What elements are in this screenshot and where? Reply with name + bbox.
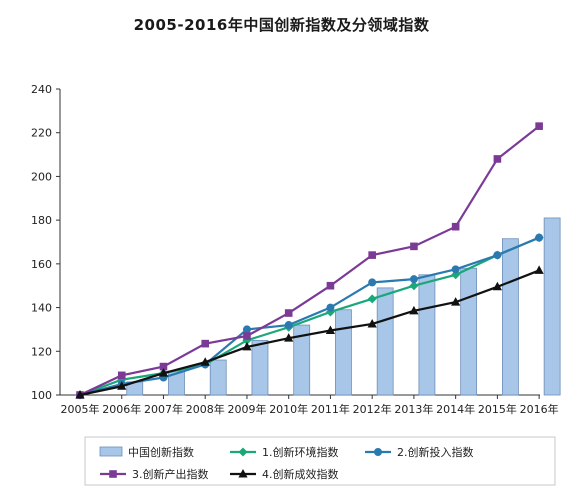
legend-label: 3.创新产出指数 <box>132 467 209 481</box>
y-tick-label: 120 <box>31 345 52 358</box>
series-2 <box>76 233 544 399</box>
data-point-square <box>109 470 117 478</box>
legend-label: 中国创新指数 <box>128 445 194 459</box>
data-point-square <box>159 362 168 371</box>
data-point-triangle <box>325 325 336 335</box>
data-point-square <box>451 222 460 231</box>
bar <box>543 217 561 396</box>
x-tick-label: 2016年 <box>520 402 559 416</box>
data-point-circle <box>326 303 335 312</box>
x-tick-label: 2009年 <box>227 402 266 416</box>
legend-box <box>84 436 556 486</box>
bar <box>209 359 227 396</box>
y-tick-label: 100 <box>31 389 52 402</box>
line-series <box>75 122 544 400</box>
y-tick-label: 160 <box>31 258 52 271</box>
bar <box>418 274 436 396</box>
y-tick-label: 140 <box>31 302 52 315</box>
data-point-circle <box>493 251 502 260</box>
x-tick-label: 2012年 <box>353 402 392 416</box>
legend-label: 1.创新环境指数 <box>262 445 339 459</box>
data-point-square <box>201 339 210 348</box>
data-point-square <box>326 281 335 290</box>
data-point-triangle <box>158 368 169 377</box>
bar <box>293 324 311 396</box>
data-point-circle <box>451 265 460 274</box>
legend-label: 4.创新成效指数 <box>262 467 339 481</box>
x-tick-label: 2006年 <box>102 402 141 416</box>
data-point-square <box>368 251 376 259</box>
bar <box>460 267 478 396</box>
y-tick-label: 200 <box>31 170 52 183</box>
data-point-diamond <box>367 294 377 304</box>
data-point-triangle <box>238 469 248 478</box>
data-point-triangle <box>534 265 544 274</box>
data-point-triangle <box>75 390 85 399</box>
data-point-triangle <box>367 318 377 328</box>
bar <box>501 238 519 396</box>
x-tick-label: 2013年 <box>394 402 433 416</box>
data-point-triangle <box>242 341 252 351</box>
x-tick-label: 2015年 <box>478 402 517 416</box>
bar <box>335 309 352 396</box>
data-point-triangle <box>451 297 461 306</box>
series-4 <box>75 265 544 399</box>
data-point-circle <box>368 278 377 287</box>
data-point-square <box>493 155 502 163</box>
data-point-square <box>117 371 126 380</box>
x-tick-label: 2011年 <box>311 402 350 416</box>
data-point-square <box>535 122 543 130</box>
series-line <box>79 269 540 397</box>
data-point-triangle <box>284 333 294 342</box>
legend: 中国创新指数 1.创新环境指数 2.创新投入指数 3.创新产出指数 4.创新成效指数 <box>84 436 556 486</box>
x-tick-label: 2010年 <box>269 402 308 416</box>
chart-title: 2005-2016年中国创新指数及分领域指数 <box>133 16 430 34</box>
data-point-diamond <box>409 281 419 291</box>
x-tick-label: 2008年 <box>186 402 225 416</box>
data-point-triangle <box>200 357 210 366</box>
x-tick-label: 2005年 <box>61 402 100 416</box>
data-point-circle <box>284 321 293 330</box>
series-line <box>79 236 540 397</box>
data-point-circle <box>242 325 251 334</box>
data-point-circle <box>535 233 544 242</box>
legend-label: 2.创新投入指数 <box>397 445 474 459</box>
y-tick-label: 240 <box>31 83 52 96</box>
bar <box>376 287 394 396</box>
data-point-square <box>284 309 293 317</box>
data-point-triangle <box>117 381 127 390</box>
bar <box>251 339 269 396</box>
data-point-diamond <box>238 447 248 457</box>
y-tick-label: 180 <box>31 214 52 227</box>
x-tick-label: 2014年 <box>436 402 475 416</box>
x-tick-label: 2007年 <box>144 402 183 416</box>
data-point-triangle <box>409 305 419 315</box>
data-point-circle <box>374 448 382 456</box>
data-point-circle <box>409 275 418 284</box>
data-point-square <box>243 332 251 340</box>
y-tick-label: 220 <box>31 127 52 140</box>
legend-swatch-bar <box>99 446 123 457</box>
series-line <box>79 125 540 396</box>
data-point-triangle <box>492 281 502 291</box>
data-point-square <box>410 242 418 251</box>
